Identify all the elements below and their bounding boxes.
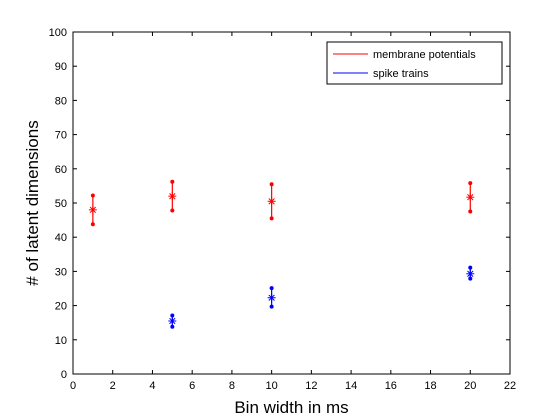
x-tick-label: 22	[504, 380, 516, 392]
error-bar-upper-dot	[269, 182, 274, 187]
x-tick-label: 12	[305, 380, 317, 392]
y-tick-label: 50	[55, 198, 67, 210]
error-bar-lower-dot	[170, 208, 175, 213]
error-bar-upper-dot	[170, 179, 175, 184]
error-bar-upper-dot	[468, 265, 473, 270]
legend-label-spike-trains: spike trains	[373, 68, 429, 80]
data-point	[168, 316, 177, 325]
error-bar-lower-dot	[269, 216, 274, 221]
x-axis-label: Bin width in ms	[234, 398, 348, 417]
series-0	[88, 179, 475, 227]
error-bar-upper-dot	[468, 181, 473, 186]
x-tick-label: 6	[189, 380, 195, 392]
error-bar-upper-dot	[90, 193, 95, 198]
y-tick-label: 40	[55, 232, 67, 244]
x-tick-label: 20	[464, 380, 476, 392]
data-point	[267, 197, 276, 206]
data-point	[466, 193, 475, 202]
y-tick-label: 0	[61, 369, 67, 381]
error-bar-lower-dot	[170, 324, 175, 329]
data-marks	[88, 179, 475, 329]
x-tick-label: 8	[229, 380, 235, 392]
x-tick-label: 2	[110, 380, 116, 392]
error-bar-lower-dot	[468, 276, 473, 281]
y-tick-label: 70	[55, 130, 67, 142]
y-tick-label: 20	[55, 301, 67, 313]
legend-label-membrane-potentials: membrane potentials	[373, 49, 476, 61]
data-point	[267, 293, 276, 302]
error-bar-lower-dot	[468, 209, 473, 214]
x-tick-label: 10	[266, 380, 278, 392]
plot-area	[72, 31, 511, 375]
error-bar-upper-dot	[170, 313, 175, 318]
x-tick-label: 0	[70, 380, 76, 392]
y-tick-label: 30	[55, 266, 67, 278]
x-tick-label: 16	[385, 380, 397, 392]
axis-ticks: 0 2 4 6 8 10 12 14 16 18 20 22 0 10 20 30 40 50 60 70 80 90 10…	[49, 27, 516, 392]
x-tick-label: 14	[345, 380, 357, 392]
series-1	[168, 265, 475, 329]
y-tick-label: 10	[55, 335, 67, 347]
y-tick-label: 90	[55, 61, 67, 73]
error-bar-lower-dot	[90, 222, 95, 227]
x-tick-label: 4	[149, 380, 155, 392]
error-bar-upper-dot	[269, 286, 274, 291]
data-point	[88, 205, 97, 214]
data-point	[466, 269, 475, 278]
x-tick-label: 18	[424, 380, 436, 392]
error-bar-lower-dot	[269, 304, 274, 309]
data-point	[168, 192, 177, 201]
legend: membrane potentials spike trains	[326, 41, 503, 85]
legend-box	[326, 41, 503, 85]
y-tick-label: 60	[55, 164, 67, 176]
y-tick-label: 80	[55, 95, 67, 107]
y-axis-label: # of latent dimensions	[23, 120, 42, 285]
y-tick-label: 100	[49, 27, 67, 39]
